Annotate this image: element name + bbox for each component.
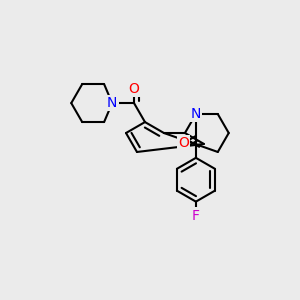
Text: N: N (107, 96, 117, 110)
Text: N: N (191, 107, 201, 121)
Text: O: O (129, 82, 140, 96)
Text: O: O (178, 136, 189, 150)
Text: F: F (192, 209, 200, 223)
